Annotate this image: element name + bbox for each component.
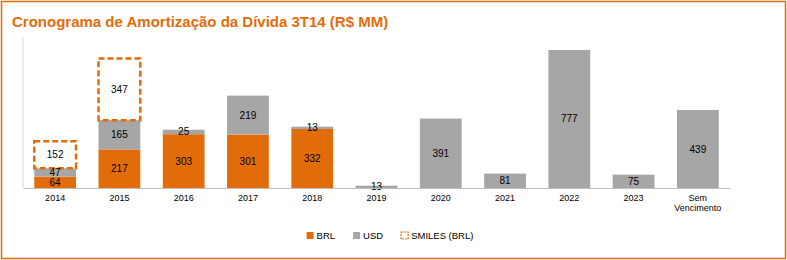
data-label: 64 [50,177,62,188]
bar-segment [34,177,76,188]
bar-segment [99,58,141,120]
x-tick: 2021 [495,193,515,203]
x-tick-label: SemVencimento [674,193,721,213]
bar-segment [227,96,269,135]
data-labels: 64 217 303 301 332 47 165 25 219 13 13 391 81 777 75 43… [47,84,707,193]
data-label: 75 [628,176,640,187]
legend-swatch [307,232,314,239]
legend-label: USD [363,230,383,241]
legend-item: USD [353,230,383,241]
legend: BRL USD SMILES (BRL) [307,230,474,241]
x-tick-label: 2023 [624,193,644,203]
x-tick-label: 2020 [431,193,451,203]
bar-segment [548,50,590,188]
bar-segment [677,110,719,188]
x-tick: 2014 [45,193,65,203]
data-label: 25 [178,126,190,137]
data-label: 81 [499,175,511,186]
x-tick-label: 2014 [45,193,65,203]
x-tick: 2023 [624,193,644,203]
x-axis: 2014 2015 2016 2017 2018 2019 2020 2021 2022 2023… [24,189,731,214]
legend-item: BRL [307,230,335,241]
legend-swatch [353,232,360,239]
x-tick-label: 2022 [559,193,579,203]
x-tick-label: 2016 [174,193,194,203]
data-label: 391 [432,148,449,159]
data-label: 219 [240,110,257,121]
x-tick: 2017 [238,193,258,203]
bar-segment [99,120,141,149]
bar-segment [163,134,205,188]
x-tick-label: 2015 [109,193,129,203]
data-label: 347 [111,84,128,95]
frame [2,2,786,259]
chart: Cronograma de Amortização da Dívida 3T14… [0,0,787,260]
data-label: 47 [50,167,62,178]
bar-segment [613,175,655,188]
x-tick-label: 2019 [366,193,386,203]
x-axis-line [24,188,731,189]
data-label: 439 [690,144,707,155]
bar-segment [420,119,462,188]
data-label: 332 [304,153,321,164]
bar-segment [291,129,333,188]
x-tick: 2016 [174,193,194,203]
data-label: 13 [307,122,319,133]
x-tick: SemVencimento [674,193,721,213]
bar-segment [227,135,269,188]
x-tick: 2015 [109,193,129,203]
data-label: 301 [240,156,257,167]
bar-segment [99,149,141,188]
data-label: 217 [111,163,128,174]
data-label: 777 [561,113,578,124]
x-tick: 2018 [302,193,322,203]
legend-swatch [401,232,408,239]
bars [34,50,719,188]
x-tick: 2020 [431,193,451,203]
x-tick-label: 2021 [495,193,515,203]
data-label: 165 [111,129,128,140]
legend-label: BRL [317,230,335,241]
legend-item: SMILES (BRL) [401,230,473,241]
legend-label: SMILES (BRL) [411,230,473,241]
x-tick: 2019 [366,193,386,203]
bar-segment [484,174,526,188]
data-label: 303 [175,156,192,167]
bar-segment [34,141,76,168]
y-axis-line [23,37,24,188]
data-label: 152 [47,149,64,160]
x-tick: 2022 [559,193,579,203]
title: Cronograma de Amortização da Dívida 3T14… [12,13,388,30]
x-tick-label: 2017 [238,193,258,203]
data-label: 13 [371,181,383,192]
x-tick-label: 2018 [302,193,322,203]
